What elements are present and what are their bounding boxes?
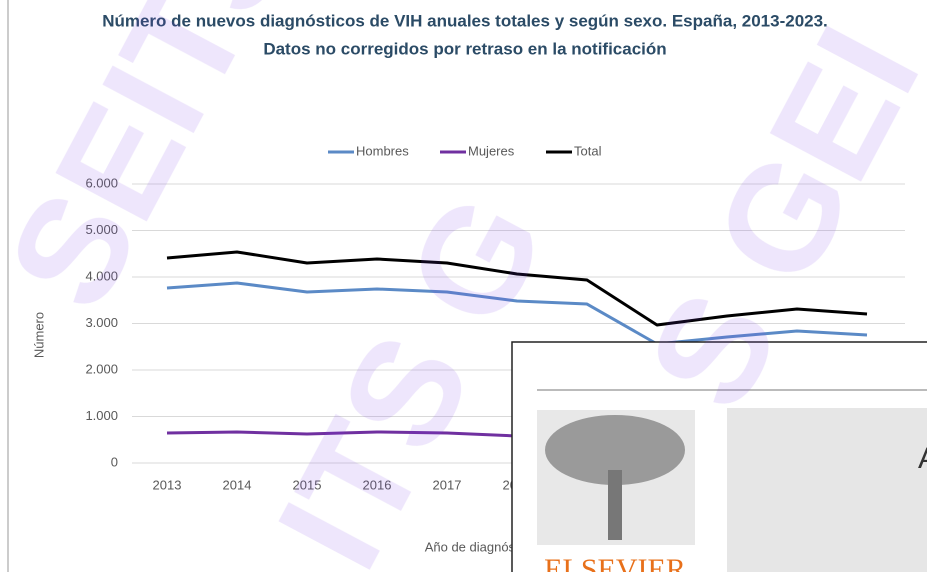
chart-title: Datos no corregidos por retraso en la no… (263, 39, 666, 58)
legend-label: Hombres (356, 143, 409, 158)
popup-panel (727, 408, 927, 572)
legend-label: Mujeres (468, 143, 515, 158)
y-tick-label: 0 (111, 454, 118, 469)
legend-label: Total (574, 143, 602, 158)
brand: ELSEVIER (544, 553, 686, 572)
logo-trunk (608, 470, 622, 540)
x-tick-label: 2014 (223, 477, 252, 492)
popup-heading: A (918, 442, 927, 475)
y-axis-title: Número (31, 312, 46, 358)
page: Número de nuevos diagnósticos de VIH anu… (0, 0, 927, 572)
y-tick-label: 2.000 (85, 361, 118, 376)
x-tick-label: 2013 (153, 477, 182, 492)
y-tick-label: 1.000 (85, 408, 118, 423)
